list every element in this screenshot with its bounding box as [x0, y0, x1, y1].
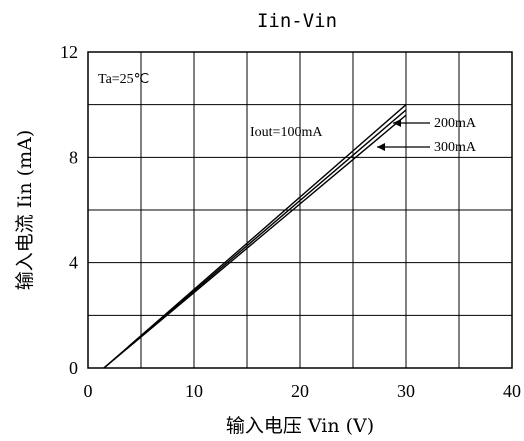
iout-300-annotation: 300mA: [434, 140, 477, 155]
temperature-annotation: Ta=25℃: [98, 72, 149, 87]
series-lines: [103, 104, 407, 369]
plot-frame: [87, 51, 513, 369]
annotation-arrows: [377, 119, 430, 151]
y-tick-label: 12: [60, 42, 78, 62]
y-axis-label: 输入电流 Iin (mA): [14, 130, 36, 290]
x-tick-label: 20: [291, 381, 309, 401]
chart-title: Iin-Vin: [257, 10, 337, 32]
x-tick-label: 10: [185, 381, 203, 401]
x-tick-label: 30: [397, 381, 415, 401]
x-tick-labels: 0 10 20 30 40: [84, 381, 522, 401]
arrow-200ma-head: [393, 119, 401, 127]
iout-100-annotation: Iout=100mA: [250, 125, 323, 140]
x-tick-label: 40: [503, 381, 521, 401]
y-tick-label: 8: [69, 147, 78, 167]
arrow-300ma-head: [377, 143, 385, 151]
grid-lines: [88, 52, 512, 368]
series-line-2: [103, 114, 407, 369]
x-tick-label: 0: [84, 381, 93, 401]
y-tick-label: 4: [69, 253, 78, 273]
y-tick-label: 0: [69, 358, 78, 378]
iout-200-annotation: 200mA: [434, 116, 477, 131]
y-tick-labels: 0 4 8 12: [60, 42, 78, 378]
x-axis-label: 输入电压 Vin (V): [226, 415, 374, 437]
